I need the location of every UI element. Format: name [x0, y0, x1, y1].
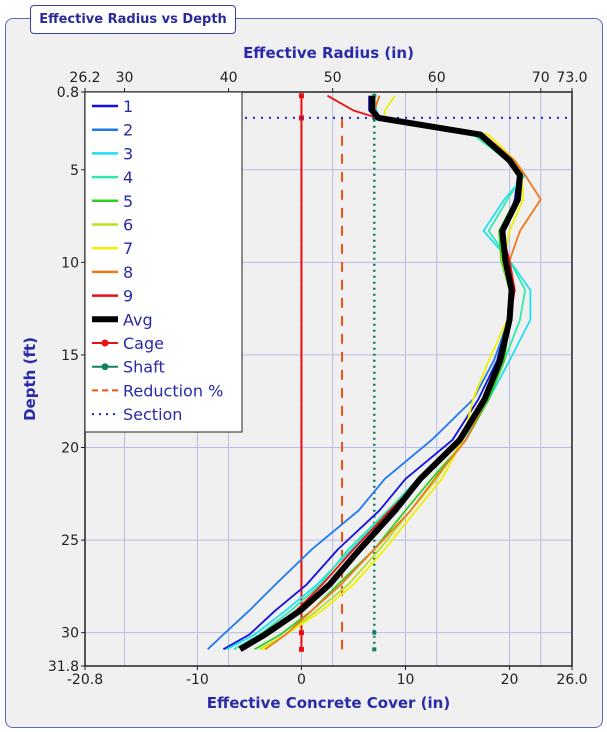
- legend-label: 9: [123, 287, 133, 306]
- y-tick-label: 31.8: [48, 659, 79, 675]
- bottom-tick-label: 0: [297, 672, 306, 688]
- legend-label: 1: [123, 97, 133, 116]
- legend-label: Shaft: [123, 358, 165, 377]
- bottom-tick-label: 20: [501, 672, 519, 688]
- legend-marker: [101, 363, 109, 371]
- shaft-marker: [372, 647, 377, 652]
- legend-box: [84, 91, 243, 433]
- series-line-4: [233, 95, 527, 651]
- legend-label: 5: [123, 192, 133, 211]
- legend-label: 4: [123, 168, 133, 187]
- bottom-tick-label: -10: [186, 672, 209, 688]
- legend-label: Cage: [123, 334, 164, 353]
- top-tick-label: 26.2: [69, 70, 100, 86]
- legend-label: 3: [123, 144, 133, 163]
- legend-label: Reduction %: [123, 381, 223, 400]
- top-tick-label: 50: [324, 70, 342, 86]
- y-tick-label: 25: [61, 533, 79, 549]
- legend-label: 2: [123, 121, 133, 140]
- top-tick-label: 30: [116, 70, 134, 86]
- panel-title: Effective Radius vs Depth: [30, 5, 236, 34]
- y-tick-label: 30: [61, 626, 79, 642]
- x-axis-title-bottom: Effective Concrete Cover (in): [207, 694, 450, 712]
- y-axis-title: Depth (ft): [21, 337, 39, 421]
- y-tick-label: 10: [61, 255, 79, 271]
- y-tick-label: 5: [70, 163, 79, 179]
- cage-line-marker: [298, 646, 304, 652]
- top-tick-label: 40: [220, 70, 238, 86]
- legend-label: 6: [123, 216, 133, 235]
- y-tick-label: 20: [61, 441, 79, 457]
- top-tick-label: 70: [532, 70, 550, 86]
- legend-label: Avg: [123, 310, 153, 329]
- bottom-tick-label: 10: [397, 672, 415, 688]
- legend-marker: [101, 339, 109, 347]
- x-axis-title-top: Effective Radius (in): [243, 44, 414, 62]
- top-tick-label: 73.0: [556, 70, 587, 86]
- shaft-marker: [372, 630, 377, 635]
- bottom-tick-label: 26.0: [556, 672, 587, 688]
- y-tick-label: 0.8: [57, 85, 79, 101]
- legend-label: Section: [123, 405, 182, 424]
- top-tick-label: 60: [428, 70, 446, 86]
- legend-label: 7: [123, 239, 133, 258]
- series-line-avg: [238, 95, 523, 652]
- bottom-tick-label: -20.8: [67, 672, 103, 688]
- legend-label: 8: [123, 263, 133, 282]
- y-tick-label: 15: [61, 348, 79, 364]
